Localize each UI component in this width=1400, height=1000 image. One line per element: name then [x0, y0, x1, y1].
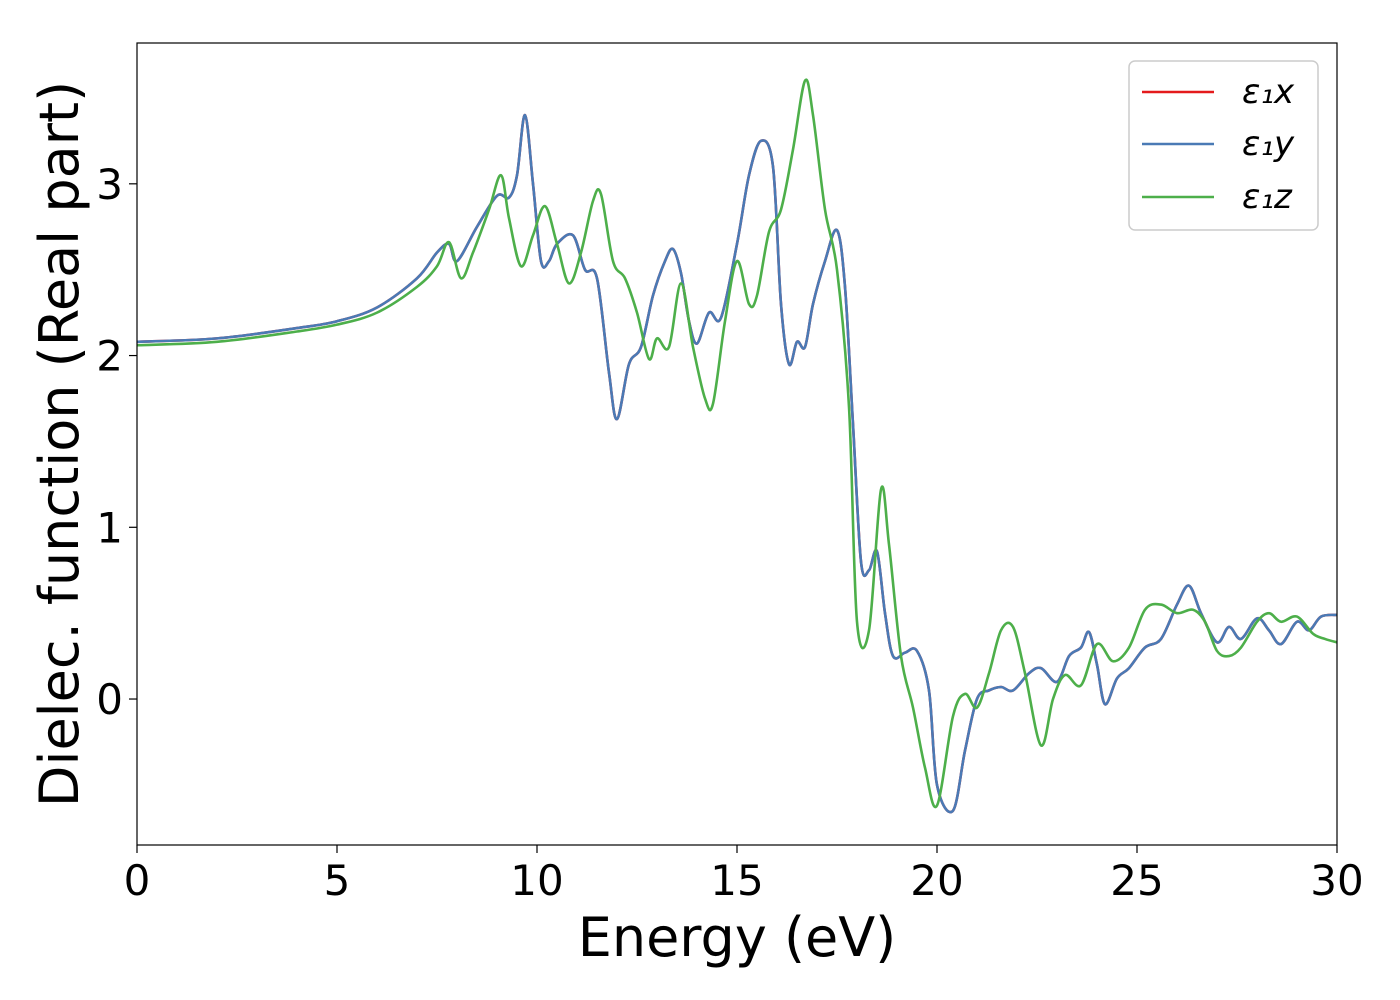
x-tick-label: 25	[1110, 856, 1163, 905]
x-tick-label: 10	[510, 856, 563, 905]
x-tick-label: 5	[324, 856, 351, 905]
legend-box	[1128, 60, 1319, 231]
y-tick-label: 3	[96, 160, 123, 209]
y-tick-label: 0	[96, 675, 123, 724]
series-line-e1z	[137, 78, 1337, 809]
y-axis-ticks: 0 1 2 3	[96, 160, 137, 724]
y-axis-label: Dielec. function (Real part)	[28, 81, 91, 807]
x-tick-label: 0	[124, 856, 151, 905]
x-tick-label: 30	[1310, 856, 1363, 905]
y-tick-label: 2	[96, 332, 123, 381]
legend: ε₁x ε₁y ε₁z	[1128, 60, 1319, 231]
series-line-e1y	[137, 113, 1337, 814]
x-axis-label: Energy (eV)	[578, 906, 897, 969]
x-tick-label: 20	[910, 856, 963, 905]
legend-label-e1z: ε₁z	[1242, 177, 1293, 217]
y-tick-label: 1	[96, 503, 123, 552]
series-layer	[137, 78, 1337, 814]
legend-label-e1x: ε₁x	[1242, 72, 1295, 112]
x-tick-label: 15	[710, 856, 763, 905]
x-axis-ticks: 0 5 10 15 20 25 30	[124, 845, 1364, 905]
legend-label-e1y: ε₁y	[1242, 124, 1295, 164]
